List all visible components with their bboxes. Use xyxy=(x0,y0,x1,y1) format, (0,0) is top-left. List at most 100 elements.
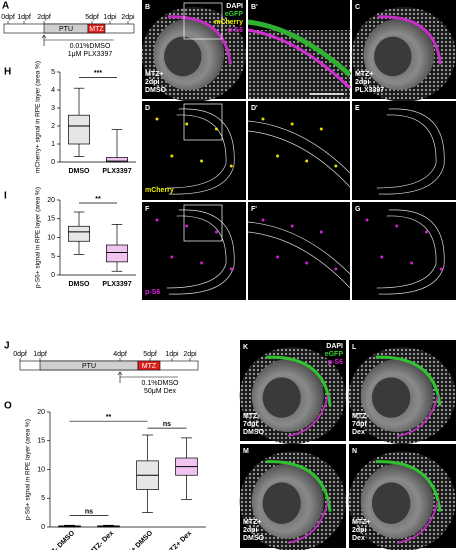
box xyxy=(68,225,90,242)
box xyxy=(68,114,90,145)
time-label: 4dpf xyxy=(113,351,127,358)
rpe-outline xyxy=(166,108,235,195)
signal-spot xyxy=(229,164,233,168)
x-tick-label: MTZ+ Dex xyxy=(165,530,194,550)
image-background xyxy=(142,202,246,300)
mtz-bar xyxy=(87,23,106,34)
time-label: 5dpf xyxy=(143,351,157,358)
rpe-signal xyxy=(266,460,332,512)
rpe-signal xyxy=(287,500,329,544)
rpe-outline xyxy=(247,221,351,289)
channel-label: 7dpf xyxy=(352,421,367,428)
ptu-label: PTU xyxy=(59,26,73,33)
image-panel xyxy=(348,444,456,552)
channel-label: Dex xyxy=(352,535,365,542)
channel-label: mCherry xyxy=(145,187,174,194)
panel-label: H xyxy=(4,67,11,78)
channel-label: MTZ- xyxy=(352,413,369,420)
signal-spot xyxy=(305,261,309,265)
image-background xyxy=(142,101,246,200)
x-tick-label: MTZ- DMSO xyxy=(43,529,76,550)
x-tick-label: MTZ- Dex xyxy=(88,530,115,550)
channel-label: 2dpi xyxy=(355,79,369,86)
y-tick-label: 15 xyxy=(37,438,45,445)
image-panel xyxy=(247,101,351,200)
x-tick-label: DMSO xyxy=(69,281,91,288)
channel-label: Dex xyxy=(352,429,365,436)
channel-label: MTZ- xyxy=(243,413,260,420)
channel-label: 7dpf xyxy=(243,421,258,428)
panel-label: C xyxy=(355,4,360,11)
treatment-label: 0.01%DMSO xyxy=(70,43,111,50)
lens xyxy=(262,377,301,418)
channel-label: MTZ+ xyxy=(352,519,370,526)
signal-spot xyxy=(380,255,384,259)
time-label: 0dpf xyxy=(13,351,27,358)
significance-label: ** xyxy=(106,414,112,421)
y-tick-label: 20 xyxy=(47,197,55,204)
lens xyxy=(262,482,301,524)
image-panel xyxy=(141,0,246,102)
rpe-signal xyxy=(375,460,442,512)
time-label: 1dpf xyxy=(33,351,47,358)
x-tick-label: DMSO xyxy=(69,168,91,175)
x-tick-label: MTZ+ DMSO xyxy=(120,529,155,550)
signal-spot xyxy=(439,267,443,271)
y-tick-label: 10 xyxy=(37,466,45,473)
y-tick-label: 0 xyxy=(51,159,55,166)
image-panel xyxy=(352,101,456,200)
y-tick-label: 15 xyxy=(47,216,55,223)
box xyxy=(106,244,128,263)
treatment-arrow xyxy=(117,371,178,383)
channel-label: DAPI xyxy=(226,3,243,10)
channel-label: p-S6 xyxy=(228,27,243,34)
time-label: 1dpi xyxy=(103,14,117,21)
signal-spot xyxy=(276,255,280,259)
ptu-label: PTU xyxy=(82,363,96,370)
y-tick-label: 20 xyxy=(37,409,45,416)
rpe-signal xyxy=(247,19,352,77)
y-tick-label: 10 xyxy=(47,234,55,241)
signal-spot xyxy=(214,230,218,234)
time-label: 0dpf xyxy=(1,14,15,21)
panel-label: G xyxy=(355,206,361,213)
image-panel xyxy=(247,202,351,300)
channel-label: 2dpi xyxy=(243,527,257,534)
significance-label: *** xyxy=(94,70,102,77)
significance-label: ns xyxy=(85,508,93,515)
zoom-box xyxy=(183,2,223,40)
y-tick-label: 5 xyxy=(41,495,45,502)
image-panel xyxy=(142,202,246,300)
time-label: 1dpf xyxy=(17,14,31,21)
time-label: 2dpi xyxy=(183,351,197,358)
channel-label: DMSO xyxy=(243,535,265,542)
rpe-signal xyxy=(396,395,439,437)
lens xyxy=(374,36,412,77)
treatment-label: 1μM PLX3397 xyxy=(68,51,113,58)
signal-spot xyxy=(276,154,280,158)
channel-label: 2dpi xyxy=(352,527,366,534)
y-tick-label: 5 xyxy=(51,69,55,76)
time-label: 2dpi xyxy=(121,14,135,21)
channel-label: MTZ+ xyxy=(243,519,261,526)
signal-spot xyxy=(319,127,323,131)
rpe-signal xyxy=(396,500,439,544)
x-tick-label: PLX3397 xyxy=(102,168,131,175)
lens xyxy=(371,482,411,524)
panel-label: M xyxy=(243,448,249,455)
panel-label: J xyxy=(4,341,10,352)
zoom-box xyxy=(183,204,223,242)
signal-spot xyxy=(424,230,428,234)
panel-label: D' xyxy=(251,105,258,112)
treatment-arrow xyxy=(41,34,114,46)
channel-label: MTZ+ xyxy=(355,71,373,78)
y-tick-label: 4 xyxy=(51,87,55,94)
y-axis-label: p-S6+ signal in RPE layer (area %) xyxy=(35,187,42,288)
image-background xyxy=(248,101,350,200)
lens xyxy=(164,36,202,77)
panel-label: I xyxy=(4,191,7,202)
channel-label: p-S6 xyxy=(145,289,160,296)
y-tick-label: 1 xyxy=(51,141,55,148)
channel-label: eGFP xyxy=(325,351,344,358)
image-background xyxy=(248,202,350,300)
